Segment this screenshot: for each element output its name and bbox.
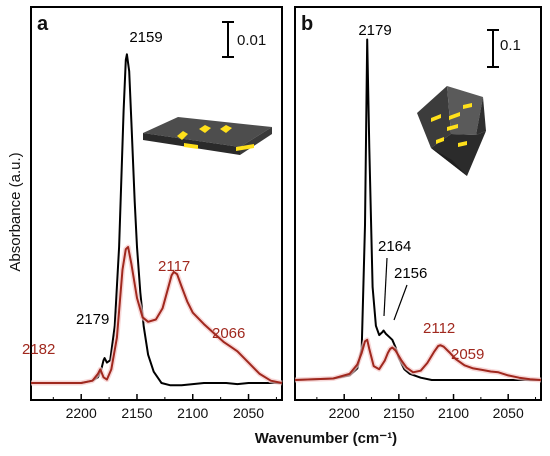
panel-b-pointer-2164 (383, 257, 388, 317)
panel-a-xtick-label: 2200 (66, 405, 97, 421)
panel-a-ticks: 2200 2150 2100 2050 (52, 394, 277, 421)
panel-b-frame (294, 6, 542, 401)
panel-b-ticks: 2200 2150 2100 2050 (316, 394, 537, 421)
panel-b-series (294, 38, 542, 383)
panel-a-annotation: 2159 (129, 29, 162, 46)
panel-a-series (31, 53, 283, 387)
panel-a-series-red (31, 246, 283, 384)
panel-a-label: a (37, 13, 49, 35)
panel-b-annotation: 2156 (394, 265, 427, 282)
panel-b-annotation: 2164 (378, 238, 411, 255)
panel-a-annotation: 2117 (158, 258, 190, 275)
panel-b-pointer-2156 (393, 284, 408, 321)
panel-a-xtick-label: 2050 (233, 405, 264, 421)
panel-b-series-red (294, 338, 542, 381)
x-axis-label: Wavenumber (cm⁻¹) (255, 430, 397, 447)
panel-b-annotations: 2179 2164 2156 2112 2059 (358, 22, 484, 363)
panel-b-xtick-label: 2150 (383, 405, 414, 421)
panel-a-series-red-glow (31, 244, 283, 386)
y-axis-label: Absorbance (a.u.) (7, 152, 24, 271)
panel-b-xtick-label: 2200 (329, 405, 360, 421)
panel-a-frame (30, 6, 283, 401)
panel-a-xtick-label: 2150 (121, 405, 152, 421)
panel-a-annotations: 2159 2179 2182 2117 2066 (22, 29, 245, 358)
panel-b-xtick-label: 2100 (438, 405, 469, 421)
panel-b-xtick-label: 2050 (493, 405, 524, 421)
panel-b-label: b (301, 13, 313, 35)
panel-a-xtick-label: 2100 (177, 405, 208, 421)
panel-a-annotation: 2179 (76, 311, 109, 328)
panel-b-scale-bar-label: 0.1 (500, 37, 521, 54)
panel-a-scale-bar: 0.01 (222, 21, 266, 58)
panel-a-crystal-icon (143, 117, 272, 155)
panel-a-scale-bar-label: 0.01 (237, 32, 266, 49)
panel-b-scale-bar: 0.1 (487, 29, 521, 68)
panel-b-annotation: 2112 (423, 320, 455, 337)
panel-a-series-black (31, 53, 282, 387)
panel-b-annotation: 2179 (358, 22, 391, 39)
panel-b-series-black (294, 38, 541, 381)
panel-b-annotation: 2059 (451, 346, 484, 363)
panel-b: 2200 2150 2100 2050 b 0.1 21792164215621122… (294, 6, 542, 421)
panel-a-annotation: 2066 (212, 325, 245, 342)
panel-a-annotation: 2182 (22, 341, 55, 358)
panel-a: 2200 2150 2100 2050 a 0.01 2159 2179 2182 2117… (22, 6, 283, 421)
panel-b-crystal-icon (417, 86, 486, 176)
